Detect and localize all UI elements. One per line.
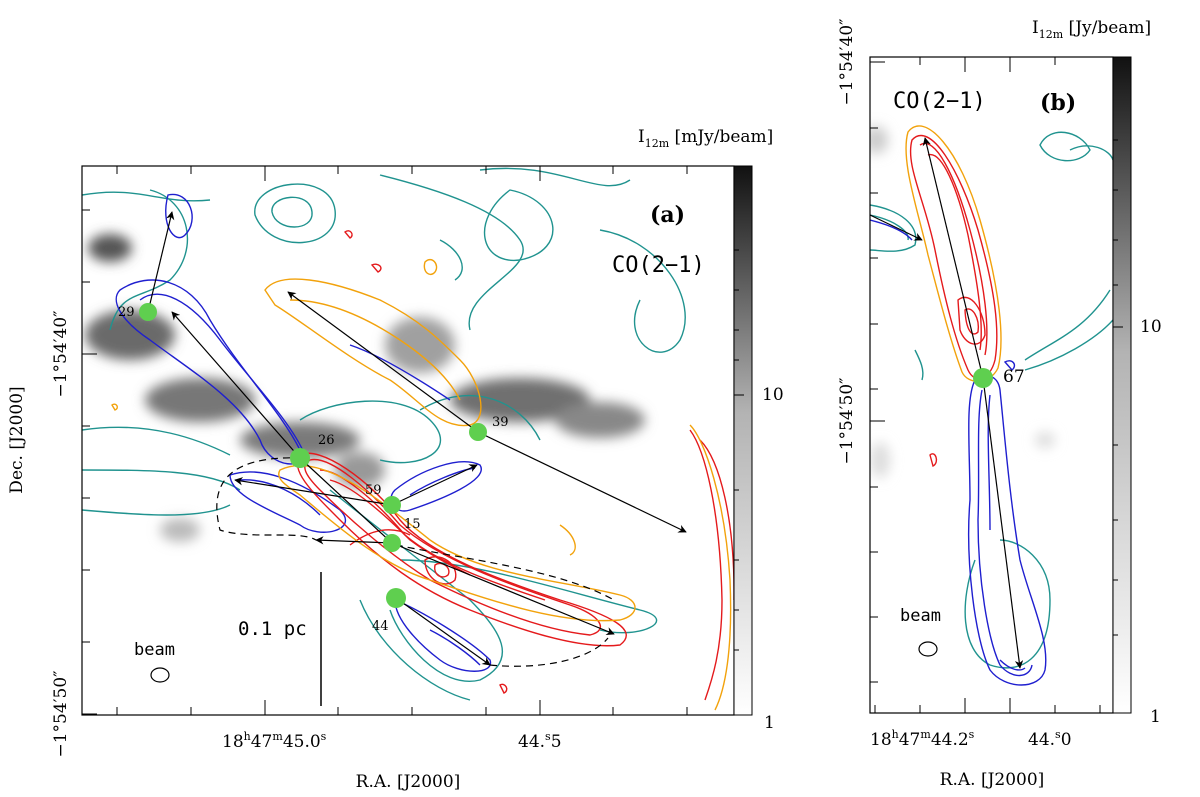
colorbar-tick-1: 1	[1150, 707, 1161, 727]
beam-ellipse	[150, 667, 170, 683]
panel-b-colorbar	[1112, 56, 1132, 714]
beam-label: beam	[900, 606, 941, 626]
panel-b-blue-contours	[870, 219, 1047, 686]
panel-a-orange-contours	[111, 258, 732, 711]
panel-b: 67 (b) CO(2−1) beam 10 1 I12m [Jy/beam] …	[837, 18, 1162, 790]
panel-b-cyan-contours	[870, 131, 1113, 669]
panel-a-xtick-1: 18h47m45.0s	[222, 730, 327, 752]
panel-a-label: (a)	[650, 202, 685, 228]
panel-a-ticks	[82, 166, 688, 715]
panel-b-ytick-1: −1°54′40″	[837, 18, 857, 105]
panel-a-colorbar	[733, 165, 753, 716]
source-label: 67	[1003, 367, 1025, 387]
panel-b-image	[870, 125, 1113, 686]
panel-a-ylabel: Dec. [J2000]	[7, 386, 27, 493]
panel-a-cyan-contours	[82, 167, 686, 701]
panel-a-grayscale-emission	[85, 234, 645, 542]
source-label: 26	[318, 433, 335, 448]
panel-a-line-label: CO(2−1)	[612, 253, 705, 278]
panel-a-source-labels: 29 26 39 59 15 44	[118, 305, 509, 634]
source-59-marker[interactable]	[383, 496, 401, 514]
panel-b-colorbar-ticks	[1113, 139, 1123, 714]
source-39-marker[interactable]	[469, 423, 487, 441]
panel-b-xtick-1: 18h47m44.2s	[870, 728, 975, 750]
source-label: 29	[118, 305, 135, 320]
panel-b-red-contours	[909, 134, 998, 468]
beam-label: beam	[134, 640, 175, 660]
colorbar-tick-10: 10	[762, 385, 784, 405]
panel-a-xlabel: R.A. [J2000]	[356, 772, 461, 792]
source-29-marker[interactable]	[139, 303, 157, 321]
colorbar-tick-1: 1	[764, 713, 775, 733]
panel-a-colorbar-ticks	[734, 249, 744, 716]
source-15-marker[interactable]	[383, 534, 401, 552]
source-26-marker[interactable]	[290, 448, 310, 468]
panel-b-ytick-2: −1°54′50″	[837, 377, 857, 464]
panel-b-colorbar-title: I12m [Jy/beam]	[1032, 18, 1151, 41]
panel-b-ticks	[870, 57, 1101, 713]
panel-a-ytick-2: −1°54′50″	[51, 670, 71, 757]
panel-b-grayscale-emission	[870, 126, 1055, 478]
scale-bar-label: 0.1 pc	[238, 618, 307, 640]
panel-b-xlabel: R.A. [J2000]	[940, 770, 1045, 790]
panel-b-xtick-2: 44.s0	[1028, 728, 1072, 750]
panel-a-image	[82, 167, 734, 711]
beam-ellipse	[918, 641, 938, 657]
source-label: 15	[404, 517, 421, 532]
source-label: 44	[372, 619, 389, 634]
panel-a-colorbar-title: I12m [mJy/beam]	[638, 127, 773, 150]
source-67-marker[interactable]	[973, 368, 993, 388]
panel-a-red-contours	[296, 230, 734, 701]
panel-a-ytick-1: −1°54′40″	[51, 310, 71, 397]
panel-b-label: (b)	[1040, 90, 1076, 116]
panel-a-sources	[139, 303, 487, 608]
panel-a-frame	[81, 165, 735, 716]
panel-a-outflow-arrows	[147, 211, 687, 667]
source-44-marker[interactable]	[386, 588, 406, 608]
panel-a-xtick-2: 44.s5	[518, 730, 562, 752]
panel-b-outflow-arrows	[870, 137, 1024, 669]
panel-a: 29 26 39 59 15 44 (a) CO(2−1) 0.1 pc bea…	[7, 127, 784, 792]
source-label: 59	[365, 483, 382, 498]
source-label: 39	[492, 415, 509, 430]
colorbar-tick-10: 10	[1140, 317, 1162, 337]
panel-b-line-label: CO(2−1)	[893, 89, 986, 114]
